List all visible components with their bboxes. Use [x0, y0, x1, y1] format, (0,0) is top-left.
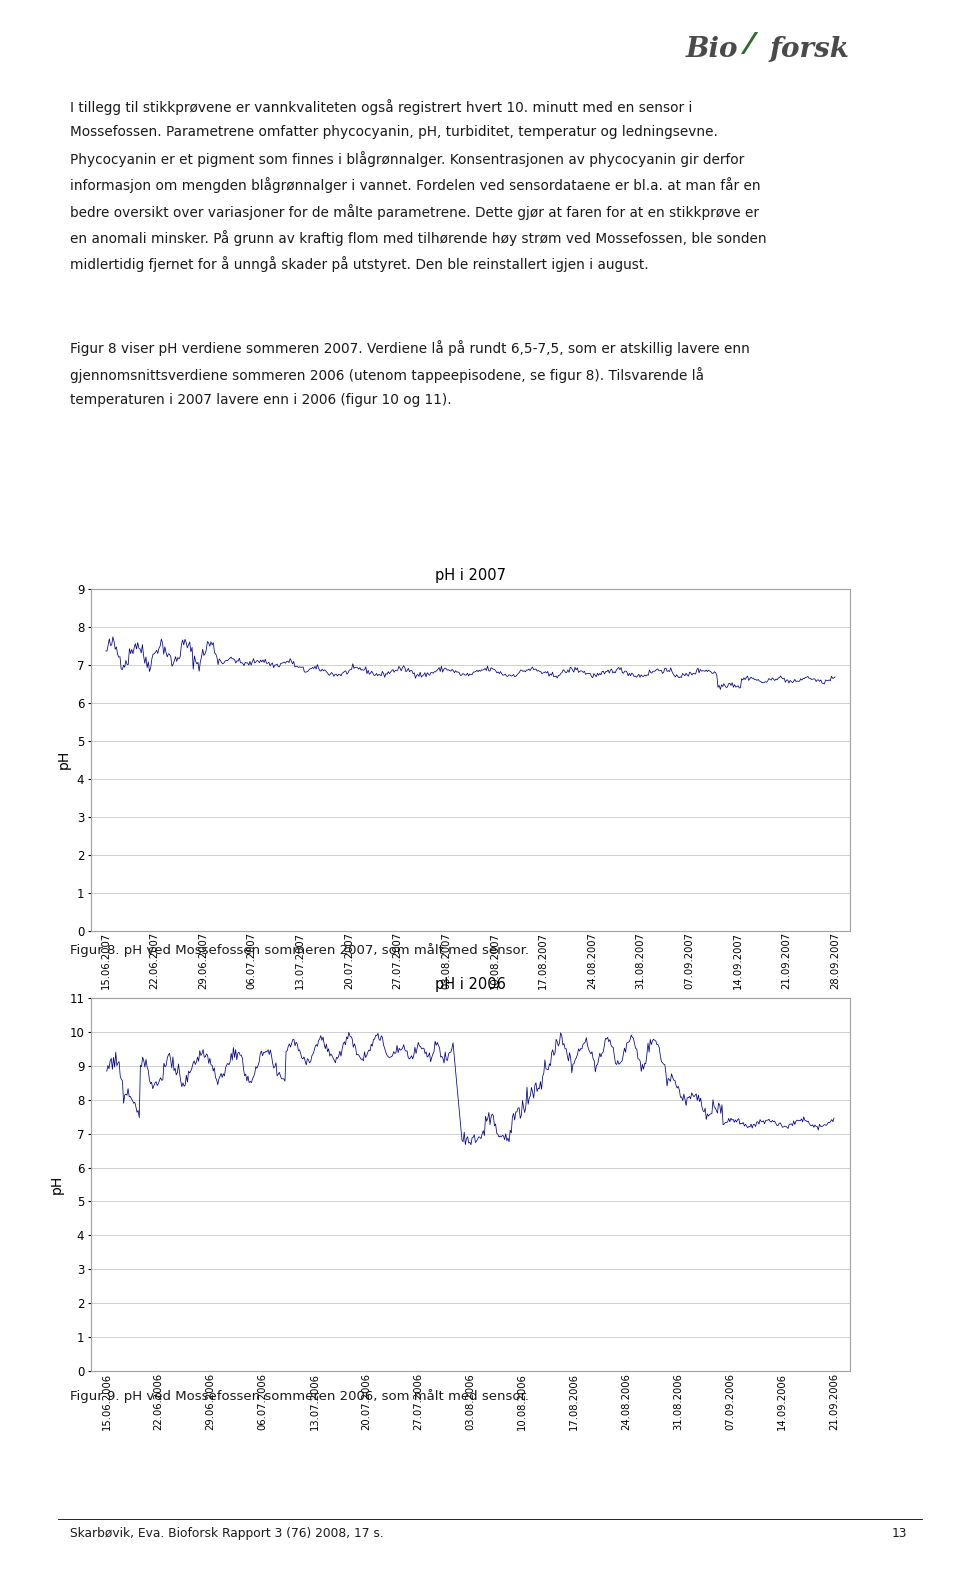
- Text: Phycocyanin er et pigment som finnes i blågrønnalger. Konsentrasjonen av phycocy: Phycocyanin er et pigment som finnes i b…: [70, 151, 744, 167]
- Text: midlertidig fjernet for å unngå skader på utstyret. Den ble reinstallert igjen i: midlertidig fjernet for å unngå skader p…: [70, 256, 649, 272]
- Text: forsk: forsk: [770, 37, 850, 62]
- Text: I tillegg til stikkprøvene er vannkvaliteten også registrert hvert 10. minutt me: I tillegg til stikkprøvene er vannkvalit…: [70, 99, 692, 115]
- Title: pH i 2006: pH i 2006: [435, 977, 506, 993]
- Text: en anomali minsker. På grunn av kraftig flom med tilhørende høy strøm ved Mossef: en anomali minsker. På grunn av kraftig …: [70, 231, 767, 247]
- Text: Mossefossen. Parametrene omfatter phycocyanin, pH, turbiditet, temperatur og led: Mossefossen. Parametrene omfatter phycoc…: [70, 126, 718, 138]
- Text: Bio: Bio: [685, 37, 737, 62]
- Text: Skarbøvik, Eva. Bioforsk Rapport 3 (76) 2008, 17 s.: Skarbøvik, Eva. Bioforsk Rapport 3 (76) …: [70, 1527, 384, 1540]
- Text: temperaturen i 2007 lavere enn i 2006 (figur 10 og 11).: temperaturen i 2007 lavere enn i 2006 (f…: [70, 393, 452, 407]
- Text: bedre oversikt over variasjoner for de målte parametrene. Dette gjør at faren fo: bedre oversikt over variasjoner for de m…: [70, 204, 759, 220]
- Y-axis label: pH: pH: [58, 749, 71, 770]
- Title: pH i 2007: pH i 2007: [435, 568, 506, 584]
- Text: Figur 8. pH ved Mossefossen sommeren 2007, som målt med sensor.: Figur 8. pH ved Mossefossen sommeren 200…: [70, 943, 529, 958]
- Text: informasjon om mengden blågrønnalger i vannet. Fordelen ved sensordataene er bl.: informasjon om mengden blågrønnalger i v…: [70, 178, 760, 194]
- Y-axis label: pH: pH: [50, 1174, 63, 1195]
- Text: gjennomsnittsverdiene sommeren 2006 (utenom tappeepisodene, se figur 8). Tilsvar: gjennomsnittsverdiene sommeren 2006 (ute…: [70, 366, 704, 383]
- Text: Figur 8 viser pH verdiene sommeren 2007. Verdiene lå på rundt 6,5-7,5, som er at: Figur 8 viser pH verdiene sommeren 2007.…: [70, 340, 750, 356]
- Text: 13: 13: [892, 1527, 907, 1540]
- Text: Figur 9. pH ved Mossefossen sommeren 2006, som målt med sensor.: Figur 9. pH ved Mossefossen sommeren 200…: [70, 1389, 529, 1403]
- Text: ⁄: ⁄: [746, 30, 752, 60]
